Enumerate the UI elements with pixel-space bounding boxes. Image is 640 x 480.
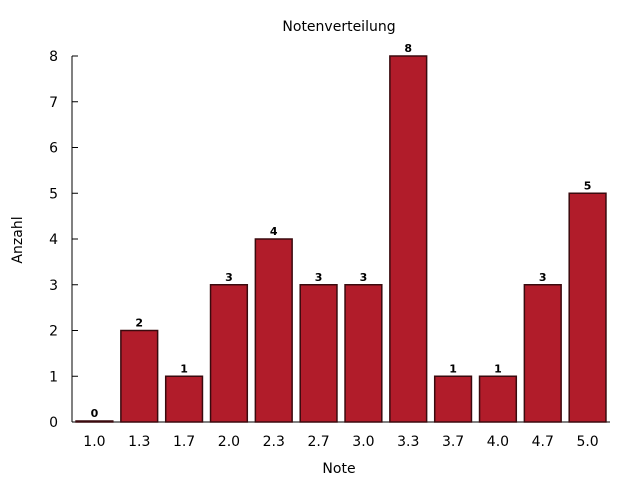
bar	[120, 329, 159, 423]
y-axis-label: Anzahl	[10, 216, 26, 263]
bar-value-label: 3	[539, 271, 547, 284]
bar-value-label: 3	[360, 271, 368, 284]
x-tick-label: 1.7	[173, 434, 195, 450]
x-tick-label: 3.0	[352, 434, 374, 450]
x-tick-label: 4.0	[487, 434, 509, 450]
bar	[75, 420, 114, 423]
bar	[209, 284, 249, 423]
bar	[299, 284, 338, 423]
bar-value-label: 4	[270, 225, 278, 238]
bar-value-label: 5	[584, 179, 592, 192]
x-tick-label: 2.7	[307, 434, 329, 450]
bar-value-label: 1	[180, 362, 188, 375]
x-tick-label: 1.3	[128, 434, 150, 450]
chart-title: Notenverteilung	[282, 19, 395, 35]
bar	[478, 375, 518, 423]
bar	[254, 238, 293, 423]
y-tick-label: 4	[49, 232, 58, 248]
bar-value-label: 8	[404, 42, 412, 55]
y-tick-label: 7	[49, 95, 58, 111]
bar	[389, 55, 428, 423]
x-tick-label: 4.7	[532, 434, 554, 450]
bar	[344, 284, 383, 423]
x-tick-label: 5.0	[576, 434, 598, 450]
bar	[433, 375, 473, 423]
bar-value-label: 3	[225, 271, 233, 284]
bar-value-label: 1	[494, 362, 502, 375]
x-axis-label: Note	[322, 461, 355, 477]
y-tick-label: 5	[49, 186, 58, 202]
bar-value-label: 0	[91, 407, 99, 420]
y-tick-label: 1	[49, 369, 58, 385]
x-tick-label: 3.3	[397, 434, 419, 450]
x-tick-label: 1.0	[83, 434, 105, 450]
plot-area: 0 1 2 3 4 5 6 7 8 0 1.0 2 1.3 1 1.7 3 2.0 4 2.3 3 2.7 3 3.0 8 3.…	[49, 42, 610, 450]
bar	[164, 375, 204, 423]
y-tick-label: 3	[49, 278, 58, 294]
bar-value-label: 1	[449, 362, 457, 375]
x-tick-label: 2.3	[263, 434, 285, 450]
bar	[568, 192, 607, 423]
y-tick-label: 2	[49, 324, 58, 340]
bar-value-label: 3	[315, 271, 323, 284]
y-tick-label: 8	[49, 49, 58, 65]
bar-value-label: 2	[135, 317, 143, 330]
y-tick-label: 6	[49, 141, 58, 157]
bar	[523, 284, 562, 423]
y-tick-label: 0	[49, 415, 58, 431]
x-tick-label: 3.7	[442, 434, 464, 450]
x-tick-label: 2.0	[218, 434, 240, 450]
